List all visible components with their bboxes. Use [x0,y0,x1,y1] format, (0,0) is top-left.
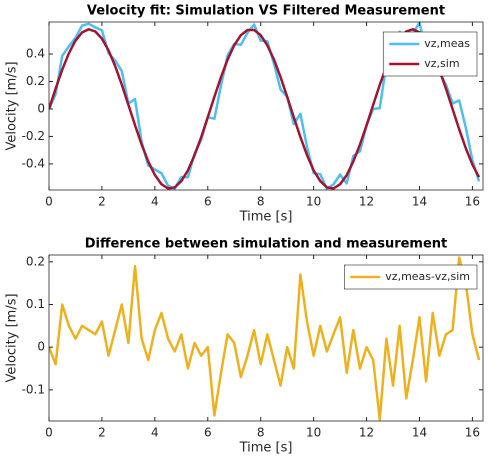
legend-label: vz,meas [424,37,470,50]
legend: vz,meas-vz,sim [343,264,478,290]
y-tick-label: 0 [37,340,45,354]
y-tick-label: -0.4 [22,156,45,170]
chart-title: Difference between simulation and measur… [85,237,448,252]
y-tick-label: 0.4 [26,47,45,61]
x-tick-label: 10 [306,195,321,209]
x-tick-label: 4 [151,195,159,209]
y-tick-label: -0.1 [22,382,45,396]
y-tick-label: 0 [37,101,45,115]
y-tick-label: -0.2 [22,129,45,143]
data-line [49,28,481,190]
x-tick-label: 16 [465,426,480,440]
x-axis-label: Time [s] [239,210,293,225]
legend-label: vz,meas-vz,sim [385,270,470,283]
x-tick-label: 14 [412,426,427,440]
y-tick-label: 0.1 [26,297,45,311]
chart-title: Velocity fit: Simulation VS Filtered Mea… [87,4,445,19]
x-tick-label: 12 [359,426,374,440]
x-tick-label: 4 [151,426,159,440]
y-tick-label: 0.2 [26,74,45,88]
x-tick-label: 8 [257,195,265,209]
x-tick-label: 10 [306,426,321,440]
x-tick-label: 0 [45,426,53,440]
x-tick-label: 8 [257,426,265,440]
y-tick-label: 0.2 [26,254,45,268]
x-tick-label: 2 [98,426,106,440]
x-tick-label: 16 [465,195,480,209]
x-tick-label: 14 [412,195,427,209]
y-axis-label: Velocity [m/s] [5,293,20,382]
legend-label: vz,sim [424,57,459,70]
x-tick-label: 0 [45,195,53,209]
legend-box [382,31,478,77]
axes-box [48,254,484,422]
y-axis-label: Velocity [m/s] [5,61,20,150]
x-tick-label: 12 [359,195,374,209]
x-tick-label: 6 [204,195,212,209]
x-tick-label: 2 [98,195,106,209]
x-tick-label: 6 [204,426,212,440]
axes-box [48,21,484,191]
x-axis-label: Time [s] [239,441,293,456]
data-line [49,256,481,421]
legend: vz,meas vz,sim [382,31,478,77]
